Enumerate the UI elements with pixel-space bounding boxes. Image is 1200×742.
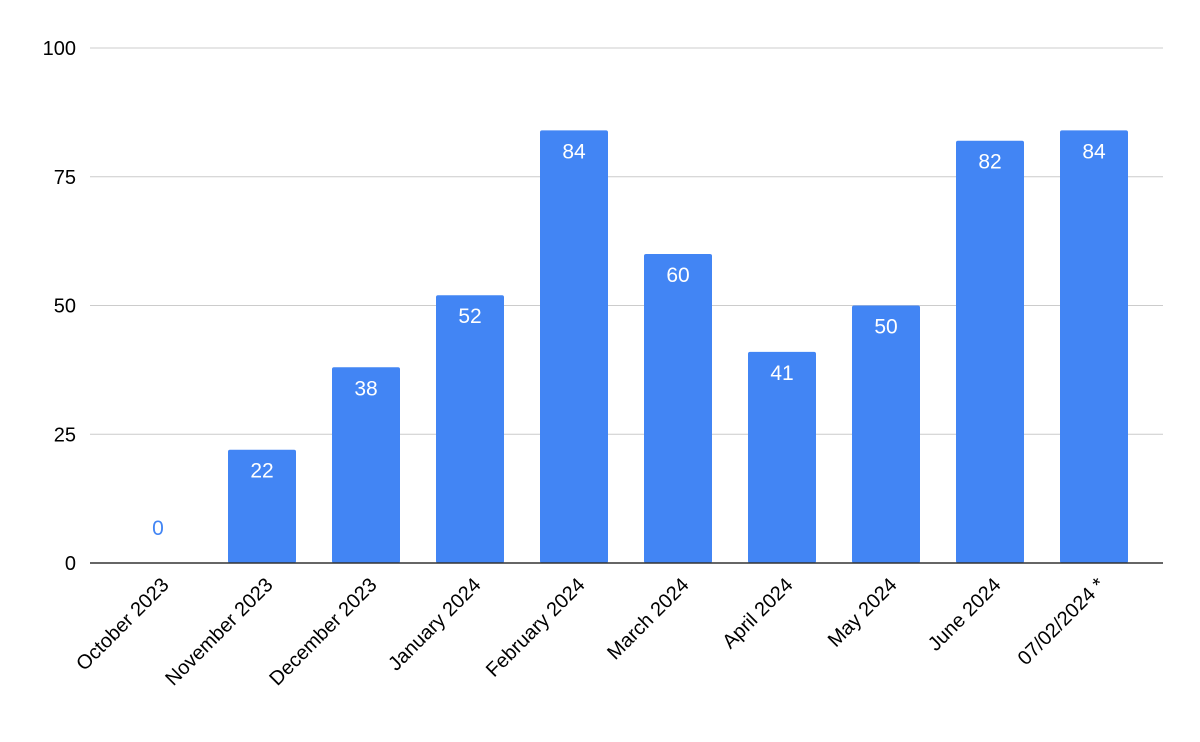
y-tick-label: 100 [43, 38, 76, 60]
x-tick-label: January 2024 [384, 574, 485, 675]
x-tick-label: April 2024 [718, 574, 797, 653]
bars [228, 130, 1128, 563]
x-tick-label: October 2023 [72, 574, 173, 675]
data-label: 0 [152, 517, 164, 540]
y-tick-label: 25 [54, 424, 76, 446]
bar [1060, 130, 1128, 563]
data-labels: 0 22 38 52 84 60 41 50 82 84 [152, 140, 1106, 540]
data-label: 60 [666, 264, 689, 287]
x-tick-label: May 2024 [824, 574, 902, 652]
bar [540, 130, 608, 563]
bar [852, 305, 920, 563]
data-label: 22 [250, 460, 273, 483]
x-tick-label: 07/02/2024 * [1014, 574, 1110, 670]
y-axis-ticks: 0 25 50 75 100 [43, 38, 76, 575]
y-tick-label: 75 [54, 167, 76, 189]
y-tick-label: 0 [65, 553, 76, 575]
bar [228, 449, 296, 563]
data-label: 84 [562, 140, 586, 163]
bar [748, 351, 816, 563]
x-tick-label: March 2024 [603, 574, 693, 664]
x-tick-label: February 2024 [482, 574, 590, 682]
data-label: 82 [978, 151, 1001, 174]
bar [332, 367, 400, 563]
data-label: 52 [458, 305, 481, 328]
bar [644, 254, 712, 563]
bar [436, 295, 504, 563]
y-tick-label: 50 [54, 296, 76, 318]
bar [956, 140, 1024, 563]
x-tick-label: June 2024 [924, 574, 1006, 656]
x-tick-label: December 2023 [265, 574, 381, 690]
data-label: 84 [1082, 140, 1106, 163]
data-label: 50 [874, 316, 897, 339]
x-tick-label: November 2023 [161, 574, 277, 690]
data-label: 41 [770, 362, 793, 385]
data-label: 38 [354, 377, 377, 400]
